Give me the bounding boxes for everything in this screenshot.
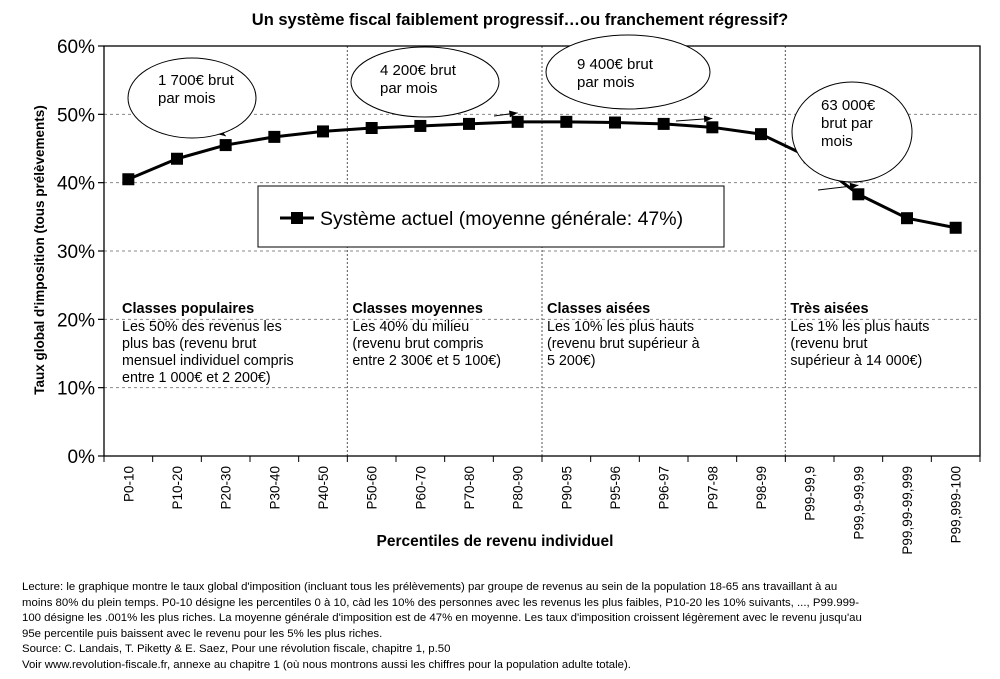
x-tick-label: P60-70 xyxy=(413,466,428,510)
callout-text: 9 400€ brut xyxy=(577,56,654,73)
legend-label: Système actuel (moyenne générale: 47%) xyxy=(320,208,683,230)
x-tick-label: P90-95 xyxy=(559,466,574,510)
income-class-labels: Classes populaires Les 50% des revenus le… xyxy=(122,301,929,386)
y-tick-label: 50% xyxy=(57,105,95,126)
class-description: Les 1% les plus hauts xyxy=(790,319,929,335)
callout-text: par mois xyxy=(158,90,216,107)
data-point xyxy=(755,128,767,141)
class-title: Classes moyennes xyxy=(352,301,483,317)
y-tick-label: 40% xyxy=(57,174,95,195)
data-point xyxy=(706,121,719,134)
caption-line: Voir www.revolution-fiscale.fr, annexe a… xyxy=(22,658,631,671)
y-tick-label: 30% xyxy=(57,242,95,263)
x-axis-ticks: P0-10 P10-20 P20-30 P30-40 P40-50 P50-60 P60-7… xyxy=(103,456,981,555)
callout-text: brut par xyxy=(821,115,873,132)
class-description: (revenu brut supérieur à xyxy=(547,336,700,352)
data-point xyxy=(560,115,573,128)
callout-text: mois xyxy=(821,133,853,150)
x-tick-label: P50-60 xyxy=(365,466,380,510)
data-point xyxy=(219,139,232,152)
class-description: entre 1 000€ et 2 200€) xyxy=(122,370,271,386)
class-title: Très aisées xyxy=(790,301,868,317)
x-tick-label: P80-90 xyxy=(511,466,526,510)
y-tick-label: 0% xyxy=(68,447,96,468)
callout-text: par mois xyxy=(380,80,438,97)
x-tick-label: P97-98 xyxy=(705,466,720,510)
data-point xyxy=(365,122,378,134)
class-description: entre 2 300€ et 5 100€) xyxy=(352,353,501,369)
class-description: mensuel individuel compris xyxy=(122,353,294,369)
caption-line: Lecture: le graphique montre le taux glo… xyxy=(22,581,838,593)
data-point xyxy=(463,117,475,130)
class-description: Les 10% les plus hauts xyxy=(547,319,694,335)
arrowhead-icon xyxy=(508,110,518,118)
y-axis-label: Taux global d'imposition (tous prélèveme… xyxy=(32,105,47,395)
data-point xyxy=(171,152,183,165)
x-tick-label: P96-97 xyxy=(657,466,672,510)
arrowhead-icon xyxy=(849,182,859,190)
class-description: supérieur à 14 000€) xyxy=(790,353,922,369)
class-description: (revenu brut compris xyxy=(352,336,483,352)
x-tick-label: P0-10 xyxy=(121,466,136,502)
x-tick-label: P95-96 xyxy=(608,466,623,510)
callout-bubble xyxy=(350,46,500,118)
legend: Système actuel (moyenne générale: 47%) xyxy=(257,185,725,248)
x-tick-label: P10-20 xyxy=(170,466,185,510)
class-title: Classes populaires xyxy=(122,301,254,317)
y-axis-ticks: 0% 10% 20% 30% 40% 50% 60% xyxy=(57,37,104,468)
callout-text: 63 000€ xyxy=(821,97,876,114)
callout-text: 4 200€ brut xyxy=(380,62,457,79)
class-description: 5 200€) xyxy=(547,353,596,369)
caption-line: 95e percentile puis baissent avec le rev… xyxy=(22,627,383,640)
data-point xyxy=(657,117,670,130)
caption-line: Source: C. Landais, T. Piketty & E. Saez… xyxy=(22,643,451,656)
data-point xyxy=(122,173,135,186)
caption: Lecture: le graphique montre le taux glo… xyxy=(22,580,987,674)
data-point xyxy=(268,130,281,143)
callout-bubble xyxy=(127,57,257,139)
x-tick-label: P99,9-99,99 xyxy=(851,466,866,540)
chart-title: Un système fiscal faiblement progressif…… xyxy=(252,11,788,29)
data-point xyxy=(949,221,962,234)
caption-line: moins 80% du plein temps. P0-10 désigne … xyxy=(22,596,860,609)
x-tick-label: P98-99 xyxy=(754,466,769,510)
callout-bubble xyxy=(545,34,711,110)
data-point xyxy=(317,125,329,138)
x-tick-label: P99-99,9 xyxy=(803,466,818,521)
data-point xyxy=(414,119,427,132)
x-tick-label: P30-40 xyxy=(267,466,282,510)
callout-text: 1 700€ brut xyxy=(158,72,235,89)
legend-box xyxy=(257,185,725,248)
arrowhead-icon xyxy=(703,115,713,123)
class-description: Les 50% des revenus les xyxy=(122,319,282,335)
data-point xyxy=(609,116,621,129)
x-tick-label: P99,999-100 xyxy=(949,466,964,543)
callout-text: par mois xyxy=(577,74,635,91)
legend-marker-icon xyxy=(291,212,303,224)
x-tick-label: P99,99-99,999 xyxy=(900,466,915,555)
class-description: (revenu brut xyxy=(790,336,867,352)
x-tick-label: P70-80 xyxy=(462,466,477,510)
y-tick-label: 60% xyxy=(57,37,95,58)
class-dividers xyxy=(346,46,786,456)
x-axis-label: Percentiles de revenu individuel xyxy=(377,533,614,550)
callout-bubble xyxy=(791,81,913,183)
tax-rate-chart: Un système fiscal faiblement progressif…… xyxy=(32,11,981,555)
data-point xyxy=(901,212,913,225)
x-tick-label: P40-50 xyxy=(316,466,331,510)
y-tick-label: 10% xyxy=(57,379,95,400)
class-title: Classes aisées xyxy=(547,301,650,317)
class-description: plus bas (revenu brut xyxy=(122,336,256,352)
data-point xyxy=(511,115,524,128)
x-tick-label: P20-30 xyxy=(219,466,234,510)
caption-line: 100 désigne les .001% les plus riches. L… xyxy=(22,612,862,625)
class-description: Les 40% du milieu xyxy=(352,319,469,335)
y-tick-label: 20% xyxy=(57,310,95,331)
data-point xyxy=(852,188,865,201)
